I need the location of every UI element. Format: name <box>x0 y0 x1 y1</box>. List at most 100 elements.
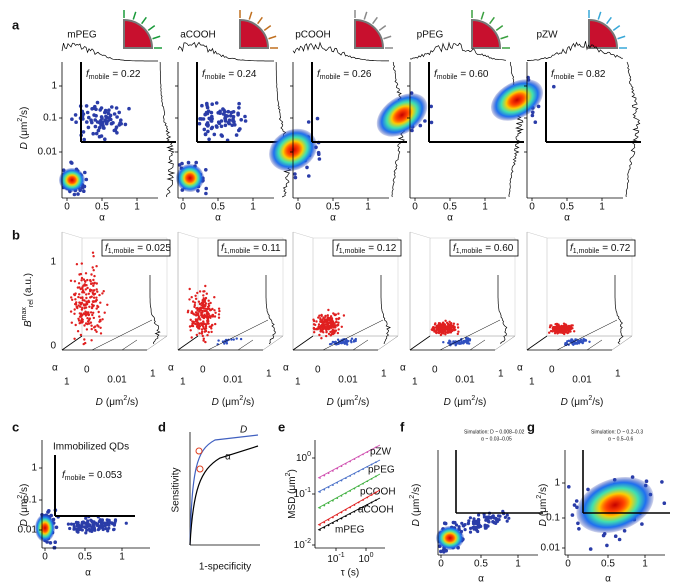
series-label: pPEG <box>368 465 395 476</box>
x-tick-label: 0 <box>412 202 418 213</box>
scatter-dot <box>448 320 451 323</box>
scatter-dot <box>423 119 427 123</box>
x-axis-label-part: D <box>212 397 219 408</box>
scatter-dot <box>453 520 457 525</box>
histogram <box>380 275 391 345</box>
d-tick-label: 0.01 <box>572 375 592 386</box>
y-tick-label-part: 10 <box>294 540 306 551</box>
scatter-dot <box>89 311 93 314</box>
box-edge <box>61 231 83 239</box>
scatter-dot <box>81 130 86 134</box>
scatter-dot <box>662 501 667 506</box>
scatter-dot <box>333 325 337 328</box>
f-mobile-label: fmobile = 0.82 <box>551 69 606 82</box>
scatter-dot <box>70 117 74 121</box>
x-tick-label: 0.5 <box>474 559 488 570</box>
scatter-dot <box>84 272 88 275</box>
scatter-dot <box>350 337 354 340</box>
scatter-dot <box>442 330 446 333</box>
scatter-dot <box>332 312 335 315</box>
scatter-dot <box>69 160 73 165</box>
scatter-dot <box>119 122 123 126</box>
scatter-dot <box>206 307 209 311</box>
axis-line <box>177 335 199 351</box>
x-tick-label: 1 <box>515 559 521 570</box>
scatter-dot <box>74 527 78 531</box>
scatter-dot <box>74 302 77 306</box>
label-box <box>449 239 519 257</box>
scatter-dot <box>202 339 205 342</box>
scatter-dot <box>91 251 95 254</box>
scatter-dot <box>230 338 233 341</box>
scatter-dot <box>86 286 89 290</box>
scatter-dot <box>99 326 102 329</box>
msd-point <box>332 499 334 502</box>
x-axis-label-part: /s) <box>127 397 138 408</box>
scatter-dot <box>451 324 454 327</box>
scatter-dot <box>322 321 326 324</box>
scatter-dot <box>80 279 83 282</box>
scatter-dot <box>582 337 585 341</box>
scatter-dot <box>572 343 575 346</box>
scatter-dot <box>95 265 98 268</box>
alpha-axis-label: α <box>400 363 406 374</box>
x-axis-label: α <box>330 213 336 224</box>
y-axis-label-part: (μm <box>19 499 30 516</box>
scatter-dot <box>82 189 86 193</box>
scatter-dot <box>194 160 198 165</box>
series-label: pCOOH <box>360 487 396 498</box>
density-core <box>505 90 529 110</box>
panel-title: mPEG <box>67 30 97 41</box>
scatter-dot <box>101 527 105 532</box>
scatter-dot <box>456 341 460 344</box>
scatter-dot <box>210 116 214 121</box>
scatter-dot <box>117 110 121 115</box>
scatter-dot <box>85 110 90 115</box>
scatter-dot <box>223 113 228 118</box>
scatter-dot <box>431 328 434 332</box>
msd-point <box>353 458 356 461</box>
scatter-dot <box>469 526 473 531</box>
y-tick-label: 0.1 <box>23 495 37 506</box>
scatter-dot <box>324 326 327 329</box>
d-tick-label: 1 <box>615 369 621 380</box>
scatter-dot <box>465 336 468 340</box>
scatter-dot <box>312 318 315 321</box>
scatter-dot <box>468 338 472 341</box>
x-tick-label: 0.5 <box>326 202 340 213</box>
scatter-dot <box>466 341 469 344</box>
scatter-dot <box>438 325 441 329</box>
scatter-dot <box>209 316 212 319</box>
y-axis-label-part: (μm <box>411 499 422 516</box>
histogram <box>497 275 508 345</box>
scatter-dot <box>86 320 90 323</box>
ligand <box>606 16 612 25</box>
scatter-dot <box>91 266 94 269</box>
msd-point <box>370 448 373 451</box>
f-mobile-label-part: mobile <box>320 74 341 81</box>
f-mobile-label-part: f <box>86 69 90 80</box>
f-mobile-label: fmobile = 0.26 <box>317 69 372 82</box>
scatter-dot <box>84 177 89 182</box>
x-tick-label: 1 <box>134 202 140 213</box>
scatter-dot <box>319 330 323 333</box>
scatter-dot <box>557 326 560 329</box>
scatter-dot <box>76 330 80 333</box>
y-axis-label-part: (μm <box>19 122 30 139</box>
density-core <box>66 174 78 186</box>
f-mobile-label-part: = 0.24 <box>228 69 257 80</box>
scatter-dot <box>88 529 92 533</box>
scatter-dot <box>335 317 338 321</box>
scatter-dot <box>106 119 110 123</box>
msd-point <box>340 494 343 497</box>
ligand <box>495 25 504 31</box>
scatter-dot <box>191 322 194 326</box>
x-axis-label-part: /s) <box>243 397 254 408</box>
msd-point <box>357 455 360 458</box>
scatter-dot <box>180 161 184 166</box>
scatter-dot <box>456 332 459 336</box>
scatter-dot <box>205 292 208 295</box>
scatter-dot <box>195 333 198 337</box>
scatter-dot <box>78 293 81 296</box>
y-axis-label: Bmaxrel (a.u.) <box>21 273 35 327</box>
